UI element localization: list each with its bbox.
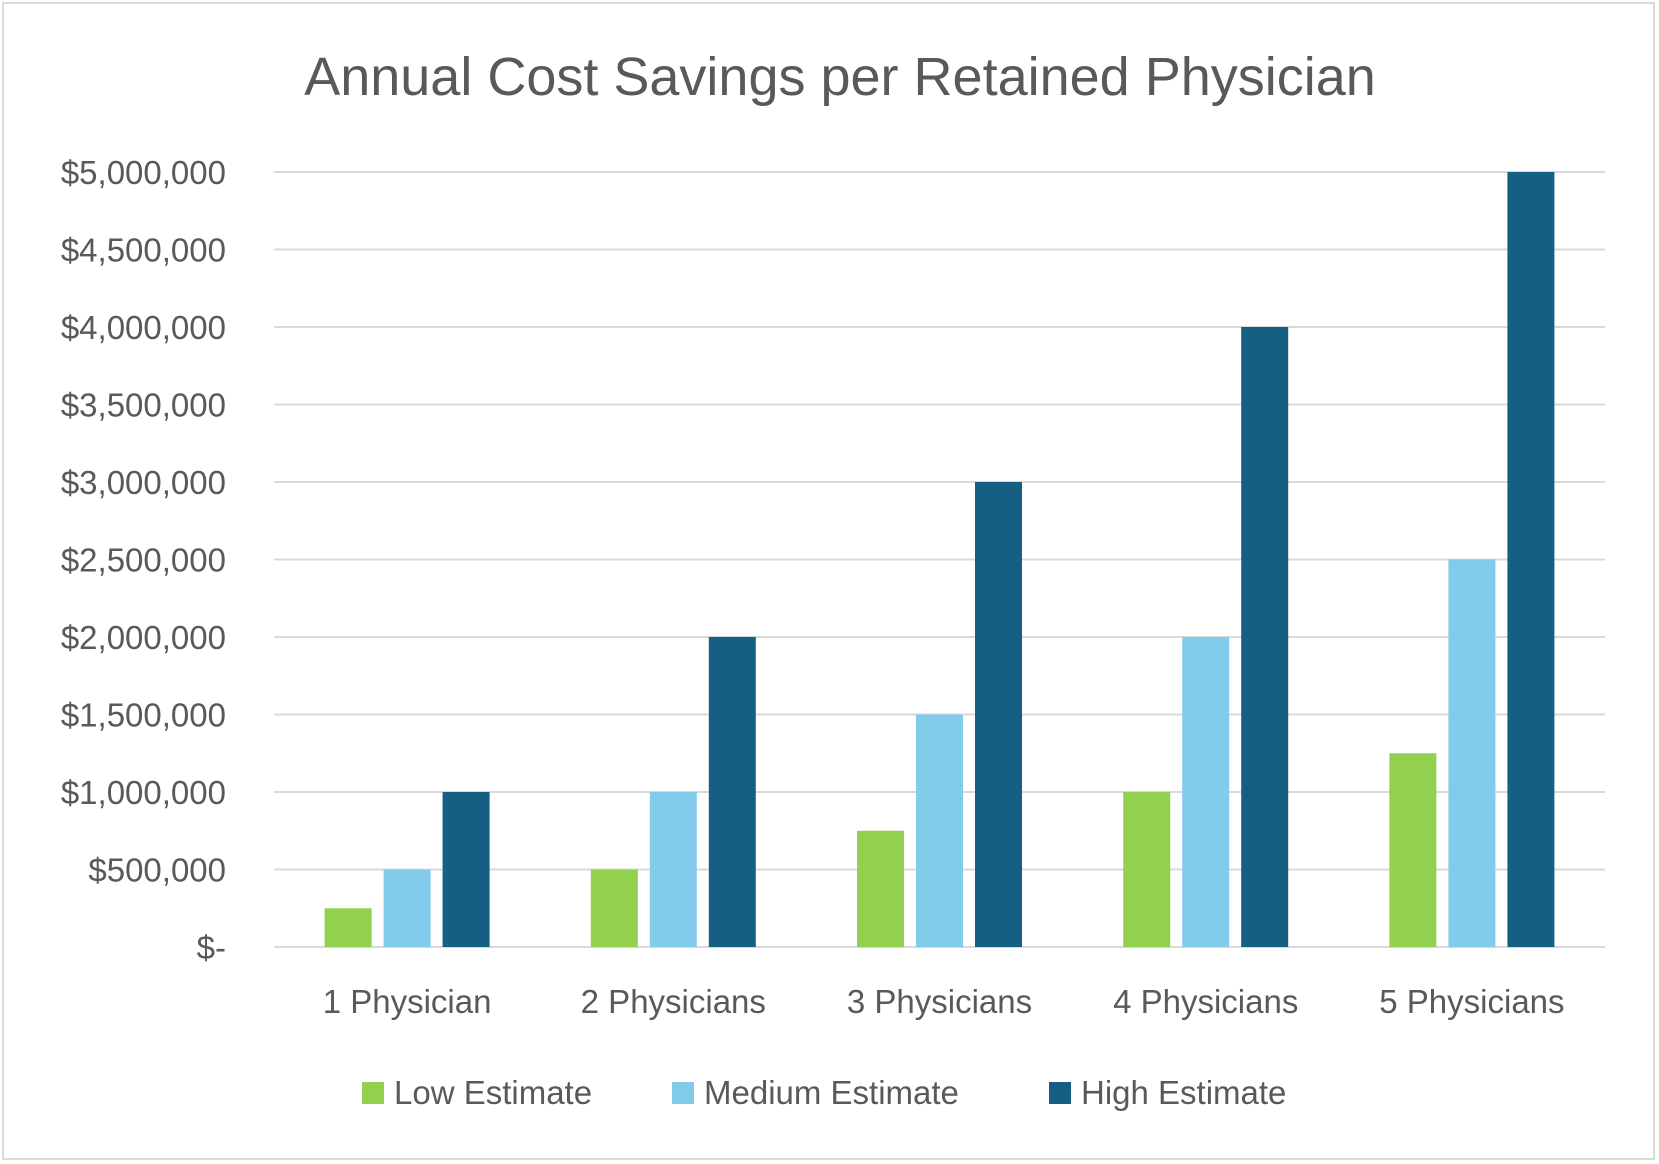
bar-medium-estimate[interactable]	[383, 869, 431, 948]
legend-item[interactable]: Low Estimate	[362, 1074, 592, 1111]
y-tick-label: $1,500,000	[61, 697, 226, 734]
bar-high-estimate[interactable]	[442, 792, 490, 947]
legend-label: High Estimate	[1081, 1074, 1286, 1111]
bar-low-estimate[interactable]	[1123, 792, 1171, 947]
x-tick-label: 1 Physician	[323, 983, 492, 1020]
y-tick-label: $4,000,000	[61, 309, 226, 346]
chart-title: Annual Cost Savings per Retained Physici…	[304, 47, 1376, 107]
bar-medium-estimate[interactable]	[1448, 559, 1496, 948]
x-tick-label: 2 Physicians	[581, 983, 766, 1020]
bar-low-estimate[interactable]	[590, 869, 638, 948]
y-tick-label: $500,000	[88, 852, 226, 889]
legend-swatch	[362, 1082, 384, 1104]
y-tick-label: $2,000,000	[61, 619, 226, 656]
bar-high-estimate[interactable]	[1507, 172, 1555, 947]
bar-medium-estimate[interactable]	[649, 792, 697, 947]
bar-low-estimate[interactable]	[857, 830, 904, 947]
bar-high-estimate[interactable]	[975, 482, 1022, 947]
legend-swatch	[1049, 1082, 1071, 1104]
legend-swatch	[672, 1082, 694, 1104]
y-tick-label: $3,500,000	[61, 387, 226, 424]
y-tick-label: $3,000,000	[61, 464, 226, 501]
x-tick-label: 3 Physicians	[847, 983, 1032, 1020]
bar-medium-estimate[interactable]	[1182, 637, 1230, 947]
y-tick-label: $2,500,000	[61, 542, 226, 579]
legend-item[interactable]: High Estimate	[1049, 1074, 1286, 1111]
y-tick-label: $1,000,000	[61, 774, 226, 811]
bar-medium-estimate[interactable]	[916, 714, 963, 948]
x-tick-label: 5 Physicians	[1379, 983, 1564, 1020]
x-tick-label: 4 Physicians	[1113, 983, 1298, 1020]
legend-item[interactable]: Medium Estimate	[672, 1074, 959, 1111]
legend-label: Low Estimate	[394, 1074, 592, 1111]
y-tick-label: $5,000,000	[61, 154, 226, 191]
bar-high-estimate[interactable]	[1241, 327, 1289, 947]
y-tick-label: $4,500,000	[61, 232, 226, 269]
legend-label: Medium Estimate	[704, 1074, 959, 1111]
y-tick-label: $-	[197, 929, 226, 966]
bar-high-estimate[interactable]	[708, 637, 756, 947]
bar-low-estimate[interactable]	[324, 908, 372, 947]
bar-low-estimate[interactable]	[1389, 753, 1437, 947]
